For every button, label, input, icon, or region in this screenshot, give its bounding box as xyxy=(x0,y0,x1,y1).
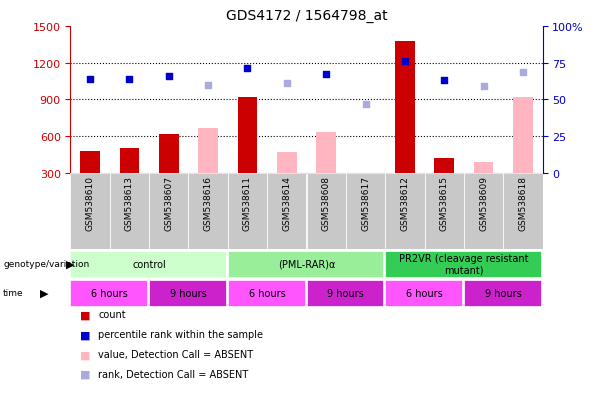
Bar xyxy=(238,98,257,173)
Bar xyxy=(306,173,346,250)
Text: ■: ■ xyxy=(80,330,90,339)
Bar xyxy=(267,173,306,250)
Text: 6 hours: 6 hours xyxy=(406,288,443,298)
Point xyxy=(321,71,331,78)
Point xyxy=(360,102,370,108)
Bar xyxy=(474,162,493,173)
Bar xyxy=(464,173,503,250)
Bar xyxy=(120,149,139,173)
Text: ▶: ▶ xyxy=(66,259,75,269)
Text: ■: ■ xyxy=(80,349,90,359)
Bar xyxy=(149,280,226,306)
Point xyxy=(400,59,409,66)
Text: 6 hours: 6 hours xyxy=(91,288,128,298)
Text: GSM538615: GSM538615 xyxy=(440,176,449,230)
Bar xyxy=(424,173,464,250)
Bar xyxy=(110,173,149,250)
Text: count: count xyxy=(98,310,126,320)
Text: GSM538609: GSM538609 xyxy=(479,176,488,230)
Bar xyxy=(189,173,228,250)
Text: GSM538612: GSM538612 xyxy=(400,176,409,230)
Bar xyxy=(159,134,178,173)
Bar xyxy=(80,152,100,173)
Bar xyxy=(395,41,414,173)
Point xyxy=(282,81,292,88)
Text: 9 hours: 9 hours xyxy=(485,288,522,298)
Bar xyxy=(503,173,543,250)
Text: rank, Detection Call = ABSENT: rank, Detection Call = ABSENT xyxy=(98,369,248,379)
Bar xyxy=(513,98,533,173)
Text: ■: ■ xyxy=(80,310,90,320)
Point xyxy=(164,74,173,80)
Bar xyxy=(228,173,267,250)
Text: ■: ■ xyxy=(80,369,90,379)
Text: time: time xyxy=(3,289,24,298)
Text: GSM538616: GSM538616 xyxy=(204,176,213,230)
Text: GSM538614: GSM538614 xyxy=(283,176,291,230)
Point xyxy=(124,76,134,83)
Text: PR2VR (cleavage resistant
mutant): PR2VR (cleavage resistant mutant) xyxy=(399,254,528,275)
Bar xyxy=(435,159,454,173)
Text: GSM538611: GSM538611 xyxy=(243,176,252,230)
Bar xyxy=(199,128,218,173)
Text: 9 hours: 9 hours xyxy=(327,288,364,298)
Bar xyxy=(149,173,189,250)
Text: GSM538613: GSM538613 xyxy=(125,176,134,230)
Text: 9 hours: 9 hours xyxy=(170,288,207,298)
Bar xyxy=(316,133,336,173)
Bar xyxy=(385,251,541,278)
Bar xyxy=(356,173,375,176)
Text: control: control xyxy=(132,259,166,269)
Text: GSM538607: GSM538607 xyxy=(164,176,173,230)
Text: (PML-RAR)α: (PML-RAR)α xyxy=(278,259,335,269)
Bar xyxy=(464,280,541,306)
Bar xyxy=(385,173,424,250)
Bar xyxy=(277,153,297,173)
Text: percentile rank within the sample: percentile rank within the sample xyxy=(98,330,263,339)
Text: genotype/variation: genotype/variation xyxy=(3,260,89,269)
Point xyxy=(85,76,95,83)
Text: GSM538617: GSM538617 xyxy=(361,176,370,230)
Text: GSM538618: GSM538618 xyxy=(519,176,527,230)
Bar xyxy=(70,280,147,306)
Bar xyxy=(70,173,110,250)
Bar xyxy=(228,251,383,278)
Point xyxy=(243,65,253,72)
Bar xyxy=(385,280,462,306)
Point xyxy=(479,83,489,90)
Bar xyxy=(70,251,226,278)
Text: ▶: ▶ xyxy=(40,288,48,298)
Bar xyxy=(346,173,385,250)
Text: 6 hours: 6 hours xyxy=(249,288,286,298)
Text: GSM538610: GSM538610 xyxy=(86,176,94,230)
Title: GDS4172 / 1564798_at: GDS4172 / 1564798_at xyxy=(226,9,387,23)
Text: GSM538608: GSM538608 xyxy=(322,176,330,230)
Bar xyxy=(228,280,305,306)
Point xyxy=(204,82,213,89)
Bar xyxy=(306,280,383,306)
Text: value, Detection Call = ABSENT: value, Detection Call = ABSENT xyxy=(98,349,253,359)
Point xyxy=(518,70,528,76)
Point xyxy=(440,77,449,84)
